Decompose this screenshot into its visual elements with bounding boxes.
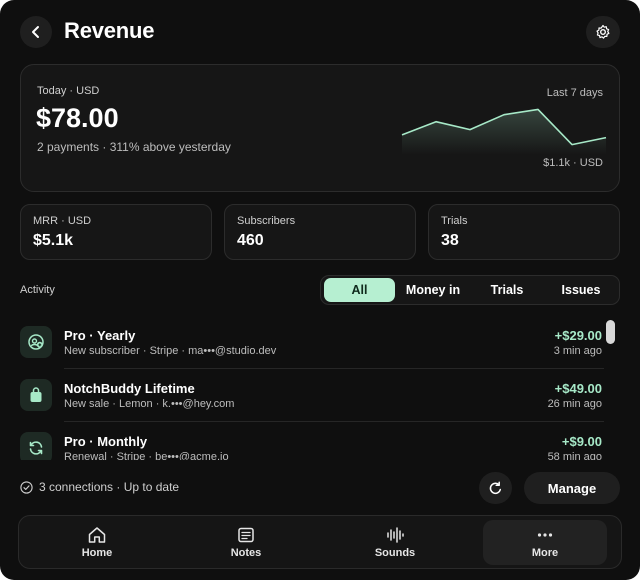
sparkline-total: $1.1k · USD [543, 157, 603, 169]
activity-label: Activity [20, 284, 55, 296]
chevron-left-icon [32, 26, 39, 38]
row-divider [64, 421, 604, 422]
refresh-icon [489, 480, 502, 494]
nav-item-more[interactable]: More [483, 520, 607, 565]
row-subtitle: New subscriber · Stripe · ma•••@studio.d… [64, 345, 277, 357]
nav-label: Home [81, 547, 113, 559]
activity-scrollbar[interactable] [606, 320, 615, 344]
stat-value: 460 [237, 232, 264, 249]
activity-row[interactable]: Pro · Monthly Renewal · Stripe · be•••@a… [20, 422, 604, 460]
row-time: 58 min ago [547, 451, 602, 460]
header: Revenue [20, 16, 620, 50]
nav-item-notes[interactable]: Notes [184, 520, 308, 565]
filter-tab-all[interactable]: All [324, 278, 395, 302]
stat-label: Trials [441, 215, 468, 227]
manage-button[interactable]: Manage [524, 472, 620, 504]
row-title: NotchBuddy Lifetime [64, 381, 195, 396]
row-amount: +$29.00 [554, 328, 602, 343]
filter-tab-issues[interactable]: Issues [561, 283, 601, 297]
nav-label: Sounds [374, 547, 416, 559]
today-revenue-card: Today · USD $78.00 2 payments · 311% abo… [20, 64, 620, 192]
filter-tab-trials[interactable]: Trials [490, 283, 524, 297]
stat-value: 38 [441, 232, 459, 249]
nav-item-sounds[interactable]: Sounds [333, 520, 457, 565]
stat-label: Subscribers [237, 215, 296, 227]
more-dots-icon [537, 533, 553, 537]
revenue-sparkline [401, 108, 607, 155]
row-amount: +$49.00 [554, 381, 602, 396]
settings-button[interactable] [586, 16, 620, 48]
status-text: 3 connections · Up to date [39, 480, 180, 494]
shopping-bag-icon [20, 379, 52, 411]
bottom-nav: Home Notes Sounds More [18, 515, 622, 569]
check-circle-icon [20, 480, 33, 494]
new-subscriber-icon [20, 326, 52, 358]
filter-tab-money-in[interactable]: Money in [405, 283, 461, 297]
row-subtitle: New sale · Lemon · k.•••@hey.com [64, 398, 235, 410]
home-icon [88, 527, 106, 543]
row-title: Pro · Yearly [64, 328, 136, 343]
waveform-icon [387, 527, 404, 543]
row-amount: +$9.00 [561, 434, 602, 449]
activity-row[interactable]: NotchBuddy Lifetime New sale · Lemon · k… [20, 369, 604, 422]
connection-status: 3 connections · Up to date [20, 480, 179, 494]
row-divider [64, 368, 604, 369]
nav-label: More [531, 547, 559, 559]
row-subtitle: Renewal · Stripe · be•••@acme.io [64, 451, 229, 460]
range-label: Last 7 days [546, 87, 603, 99]
stat-card-trials: Trials 38 [428, 204, 620, 260]
nav-label: Notes [230, 547, 262, 559]
stat-card-subscribers: Subscribers 460 [224, 204, 416, 260]
today-label: Today · USD [37, 85, 100, 97]
stat-value: $5.1k [33, 232, 74, 249]
back-button[interactable] [20, 16, 52, 48]
stat-card-mrr: MRR · USD $5.1k [20, 204, 212, 260]
row-time: 3 min ago [553, 345, 602, 357]
activity-row[interactable]: Pro · Yearly New subscriber · Stripe · m… [20, 316, 604, 369]
notes-icon [238, 527, 254, 543]
activity-list: Pro · Yearly New subscriber · Stripe · m… [20, 316, 620, 460]
stat-label: MRR · USD [33, 215, 92, 227]
refresh-button[interactable] [479, 472, 512, 504]
sparkline-area [402, 109, 606, 155]
today-subtext: 2 payments · 311% above yesterday [37, 140, 231, 154]
row-title: Pro · Monthly [64, 434, 148, 449]
renewal-icon [20, 432, 52, 460]
nav-item-home[interactable]: Home [35, 520, 159, 565]
row-time: 26 min ago [547, 398, 602, 410]
gear-icon [596, 24, 610, 39]
page-title: Revenue [64, 18, 155, 43]
activity-filter: All Money in Trials Issues [320, 275, 620, 305]
today-amount: $78.00 [36, 103, 119, 133]
